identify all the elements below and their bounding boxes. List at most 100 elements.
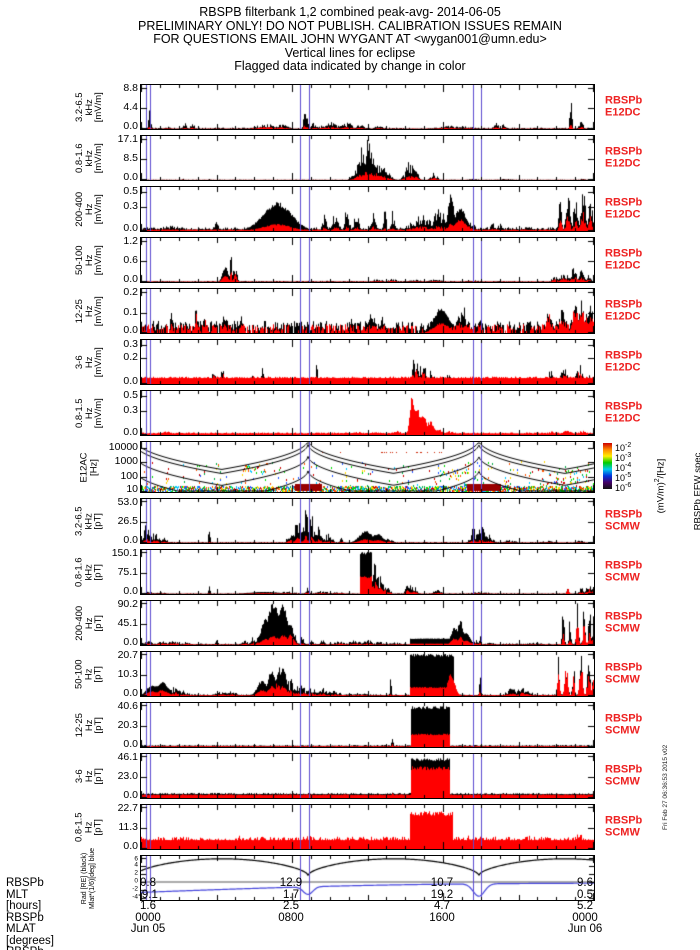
axis-value: 12.9 [279,877,303,889]
plot-e-200-400-hz [140,186,595,232]
ytick-label: 1.2 [123,235,138,247]
colorbar-tick-label: 10-3 [615,452,632,463]
ytick-label: 20.7 [117,649,138,661]
panel-row-b-3-6-hz: 3-6 Hz [pT] 0.0 23.0 46.1 RBSPb SCMW [0,751,700,801]
ytick-label: 4 [134,861,138,869]
right-label-line: RBSPb [605,400,643,413]
panel-right-label-e-0p8-1p5-hz: RBSPb E12DC [605,400,643,425]
ytick-label: 0.6 [123,254,138,267]
right-label-line: RBSPb [605,145,643,158]
panel-right-label-b-3p2-6p5-khz: RBSPb SCMW [605,509,642,533]
ytick-label: 0.2 [123,286,138,298]
axis-time: 0800 [278,911,304,924]
right-label-line: RBSPb [605,814,643,827]
ytick-label: 0.3 [123,337,138,350]
right-label-line: RBSPb [605,349,643,362]
ytick-label: 53.0 [117,496,138,508]
title-block: RBSPB filterbank 1,2 combined peak-avg- … [0,5,700,74]
axis-time: 1600 [429,911,455,924]
ytick-label: -2 [132,885,138,893]
right-label-line: E12DC [605,412,641,424]
plot-b-3p2-6p5-khz [140,498,595,544]
ytick-label: 0.0 [123,534,138,546]
panel-right-label-e-3-6-hz: RBSPb E12DC [605,349,643,374]
right-label-line: SCMW [605,673,640,685]
panel-right-label-e-0p8-1p6-khz: RBSPb E12DC [605,145,643,170]
ytick-label: 0.0 [123,120,138,132]
ytick-label: 75.1 [117,566,138,579]
ytick-label: 0 [134,877,138,885]
ytick-label: 0.0 [123,426,138,438]
right-label-line: RBSPb [605,661,643,674]
right-label-line: RBSPb [605,196,643,209]
right-label-line: RBSPb [605,559,643,572]
panel-right-label-e-3p2-6p5-khz: RBSPb E12DC [605,95,642,119]
axis-value: 5.2 [577,900,593,912]
panel-row-e-0p8-1p6-khz: 0.8-1.6 kHz [mV/m] 0.0 8.5 17.1 RBSPb E12DC [0,133,700,183]
axis-value: 9.6 [577,877,593,889]
time-axis-annotations: RBSPb MLT [hours] RBSPb MLAT [degrees] R… [0,877,700,950]
panel-row-b-50-100-hz: 50-100 Hz [pT] 0.0 10.3 20.7 RBSPb SCMW [0,649,700,699]
ytick-label: 0.0 [123,222,138,234]
ytick-label: 100 [120,469,138,482]
axis-var-label: [degrees] [6,934,54,947]
panel-row-b-3p2-6p5-khz: 3.2-6.5 kHz [pT] 0.0 26.5 53.0 RBSPb SCMW [0,496,700,546]
plot-b-12-25-hz [140,702,595,748]
ytick-label: 0.2 [123,350,138,363]
colorbar [603,443,612,489]
plot-title: RBSPB filterbank 1,2 combined peak-avg- … [199,5,501,19]
ytick-label: 2 [134,869,138,877]
right-label-line: RBSPb [605,247,643,260]
ytick-label: 8.8 [123,82,138,94]
plot-e-3-6-hz [140,339,595,385]
panel-row-b-200-400-hz: 200-400 Hz [pT] 0.0 45.1 90.2 RBSPb SCMW [0,598,700,648]
right-label-line: SCMW [605,520,640,532]
plot-b-0p8-1p6-khz [140,549,595,595]
panel-right-label-b-12-25-hz: RBSPb SCMW [605,713,642,737]
right-label-line: RBSPb [605,610,643,623]
right-label-line: E12DC [605,157,641,169]
panel-right-label-e-50-100-hz: RBSPb E12DC [605,247,643,272]
panel-row-e-0p8-1p5-hz: 0.8-1.5 Hz [mV/m] 0.0 0.3 0.5 RBSPb E12DC [0,389,700,438]
panel-right-label-b-200-400-hz: RBSPb SCMW [605,610,643,635]
plot-b-3-6-hz [140,753,595,799]
panel-row-b-12-25-hz: 12-25 Hz [pT] 0.0 20.3 40.6 RBSPb SCMW [0,700,700,750]
panel-row-e-200-400-hz: 200-400 Hz [mV/m] 0.0 0.3 0.5 RBSPb E12DC [0,185,700,234]
colorbar-tick-label: 10-4 [615,462,632,473]
panel-row-e-3-6-hz: 3-6 Hz [mV/m] 0.0 0.2 0.3 RBSPb E12DC [0,337,700,387]
right-label-line: E12DC [605,361,641,373]
ytick-label: 10.3 [117,668,138,681]
panel-right-label-b-3-6-hz: RBSPb SCMW [605,764,642,788]
axis-value: 0.8 [140,877,156,889]
plot-subtitle-flag-note: Flagged data indicated by change in colo… [234,59,466,73]
axis-value: 2.5 [283,900,299,912]
ylabel-line: 200-400 [73,605,85,641]
ytick-label: 90.2 [117,598,138,610]
axis-var-label: RBSPb [6,911,44,924]
axis-value: -9.1 [138,888,158,901]
right-label-line: E12DC [605,310,641,322]
colorbar-tick-label: 10-2 [615,442,632,453]
axis-column-0000-jun06: 9.6 0.5 5.2 0000 Jun 06 [568,877,603,936]
ytick-label: 10 [126,483,138,495]
axis-value: 4.7 [434,900,450,912]
right-label-line: SCMW [605,571,640,583]
panel-row-e-50-100-hz: 50-100 Hz [mV/m] 0.0 0.6 1.2 RBSPb E12DC [0,235,700,285]
axis-date: Jun 05 [130,923,166,935]
ytick-label: 11.3 [118,821,138,834]
ytick-label: 22.7 [117,802,138,814]
right-label-line: E12DC [605,259,641,271]
plot-ephemeris [140,855,595,901]
plot-e-12-25-hz [140,288,595,334]
plot-e-50-100-hz [140,237,595,283]
panel-right-label-e-12-25-hz: RBSPb E12DC [605,299,642,323]
ytick-label: 0.0 [123,738,138,750]
ytick-label: 0.0 [123,636,138,648]
panel-right-label-b-0p8-1p6-khz: RBSPb SCMW [605,559,643,584]
colorbar-tick-label: 10-5 [615,472,632,483]
panel-right-label-e-200-400-hz: RBSPb E12DC [605,196,643,221]
plot-subtitle-warning: PRELIMINARY ONLY! DO NOT PUBLISH. CALIBR… [138,18,562,33]
right-label-line: SCMW [605,775,640,787]
axis-value: 19.2 [430,888,454,901]
ytick-label: 0.3 [123,404,138,417]
